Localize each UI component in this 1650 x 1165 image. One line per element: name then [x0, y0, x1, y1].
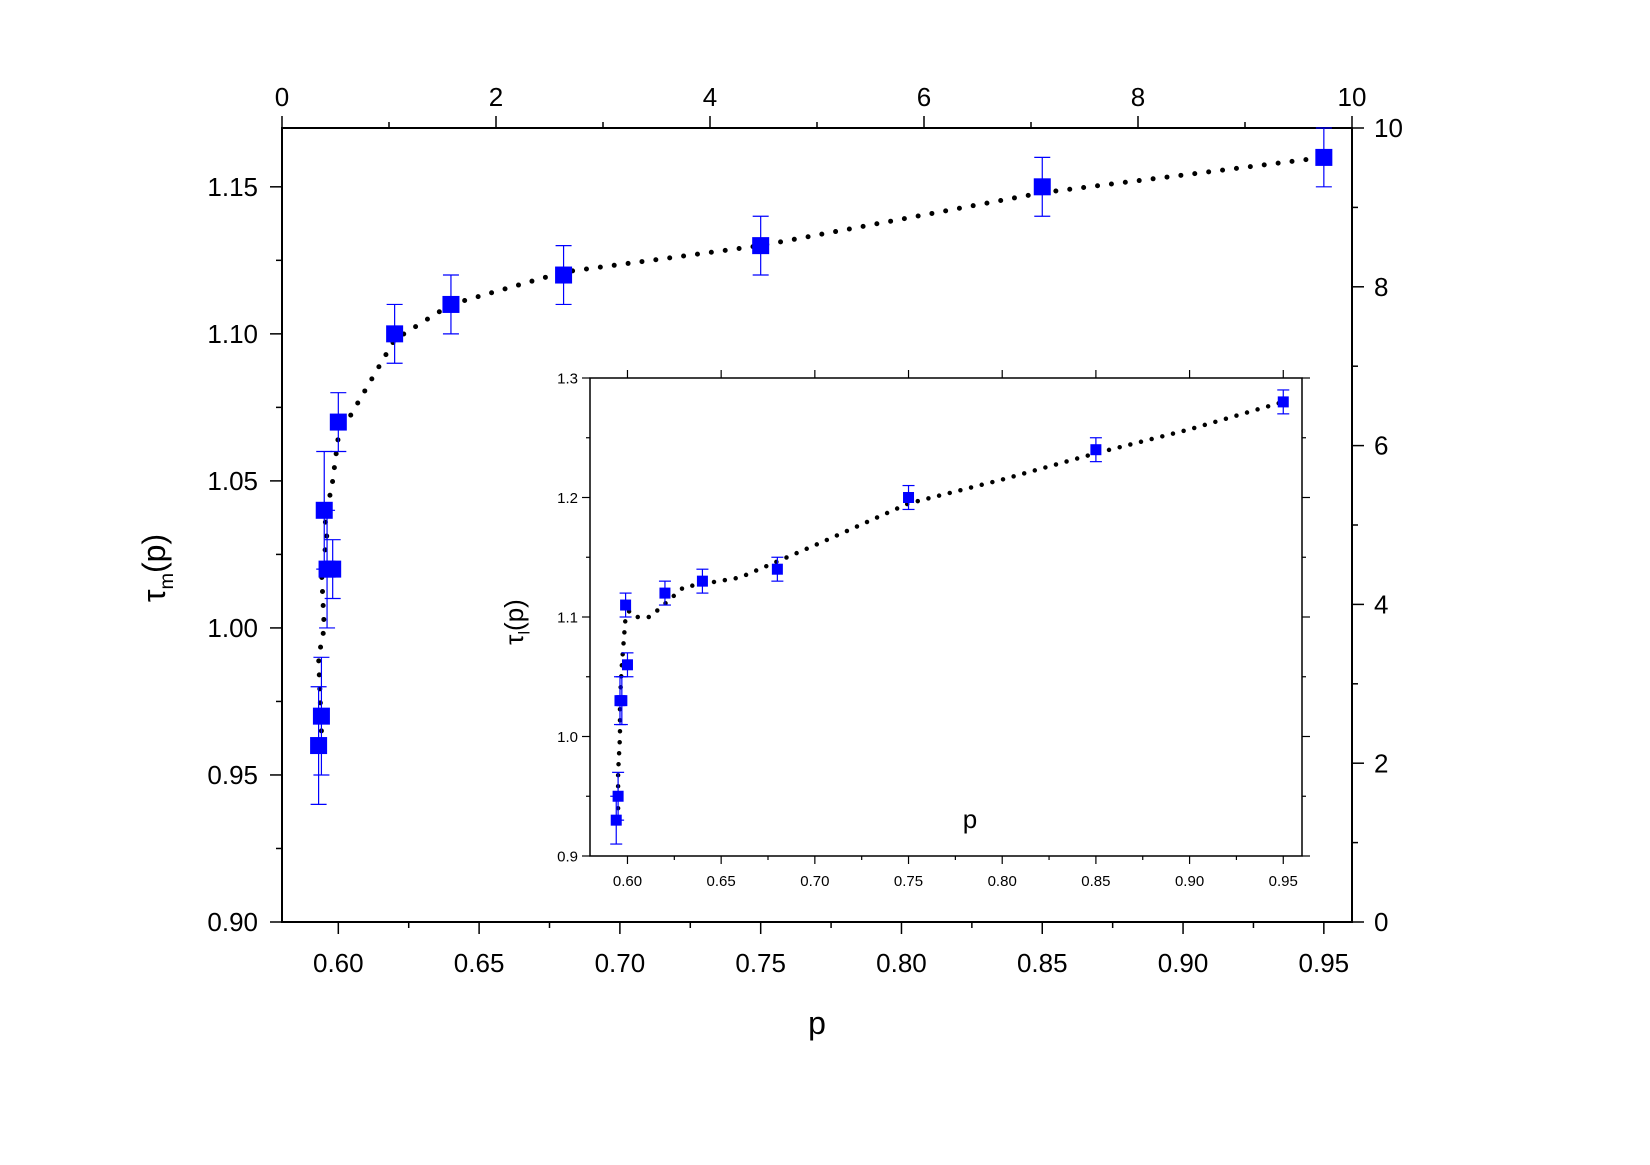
data-point: [612, 790, 624, 802]
data-point: [903, 492, 915, 503]
x-tick-label: 0.75: [894, 873, 923, 890]
inset-chart: 0.60 0.65 0.70 0.75 0.80 0.85 0.90 0.95 0.9 1.0 1.…: [499, 370, 1310, 890]
x-tick-label: 0.75: [735, 948, 786, 978]
data-point: [386, 325, 404, 343]
y-axis-title-subscript: m: [156, 573, 178, 590]
y-axis-title-tail: (p): [136, 534, 172, 573]
y-tick-label: 1.10: [207, 319, 258, 349]
right-tick-label: 8: [1374, 272, 1388, 302]
y-tick-label: 1.05: [207, 466, 258, 496]
data-point: [329, 413, 347, 431]
data-point: [310, 737, 328, 755]
right-tick-label: 0: [1374, 907, 1388, 937]
data-point: [1033, 178, 1051, 196]
y-tick-label: 1.00: [207, 613, 258, 643]
x-tick-label: 0.80: [988, 873, 1017, 890]
data-point: [771, 563, 783, 575]
right-tick-label: 6: [1374, 431, 1388, 461]
top-tick-label: 0: [275, 82, 289, 112]
data-point: [1090, 444, 1102, 456]
x-tick-label: 0.60: [313, 948, 364, 978]
data-point: [312, 707, 330, 725]
x-tick-label: 0.65: [454, 948, 505, 978]
y-axis-title-subscript: l: [516, 631, 534, 635]
x-tick-label: 0.65: [707, 873, 736, 890]
y-tick-label: 1.2: [557, 490, 578, 507]
y-axis-title-symbol: τ: [136, 589, 172, 602]
right-tick-label: 2: [1374, 748, 1388, 778]
y-axis-title-tail: (p): [499, 599, 529, 631]
top-tick-label: 8: [1131, 82, 1145, 112]
plot-frame: [589, 377, 1303, 857]
data-point: [324, 560, 342, 578]
data-point: [1315, 148, 1333, 166]
y-tick-label: 1.0: [557, 729, 578, 746]
data-point: [620, 599, 632, 611]
top-tick-label: 2: [489, 82, 503, 112]
x-tick-label: 0.95: [1269, 873, 1298, 890]
x-tick-label: 0.85: [1081, 873, 1110, 890]
x-tick-label: 0.70: [800, 873, 829, 890]
right-tick-label: 4: [1374, 590, 1388, 620]
top-tick-label: 10: [1338, 82, 1367, 112]
y-tick-label: 0.9: [557, 848, 578, 865]
x-tick-label: 0.90: [1158, 948, 1209, 978]
top-tick-label: 4: [703, 82, 717, 112]
x-tick-label: 0.95: [1299, 948, 1350, 978]
data-point: [1277, 396, 1289, 408]
x-tick-label: 0.85: [1017, 948, 1068, 978]
data-point: [621, 659, 633, 671]
top-tick-label: 6: [917, 82, 931, 112]
x-tick-label: 0.70: [595, 948, 646, 978]
y-tick-label: 1.15: [207, 172, 258, 202]
data-point: [442, 295, 460, 313]
x-tick-label: 0.90: [1175, 873, 1204, 890]
data-point: [616, 695, 628, 707]
data-point: [659, 587, 671, 599]
x-axis-title: p: [808, 1005, 826, 1041]
data-point: [555, 266, 573, 284]
y-axis-title: τl(p): [499, 599, 534, 645]
y-tick-label: 0.95: [207, 760, 258, 790]
y-tick-label: 1.1: [557, 609, 578, 626]
data-point: [752, 237, 770, 255]
right-tick-label: 10: [1374, 113, 1403, 143]
x-tick-label: 0.80: [876, 948, 927, 978]
data-point: [696, 575, 708, 587]
y-tick-label: 0.90: [207, 907, 258, 937]
y-axis-title-symbol: τ: [499, 634, 529, 645]
y-axis-title: τm(p): [136, 534, 178, 602]
x-axis-title: p: [963, 804, 977, 834]
x-tick-label: 0.60: [613, 873, 642, 890]
y-tick-label: 1.3: [557, 370, 578, 387]
